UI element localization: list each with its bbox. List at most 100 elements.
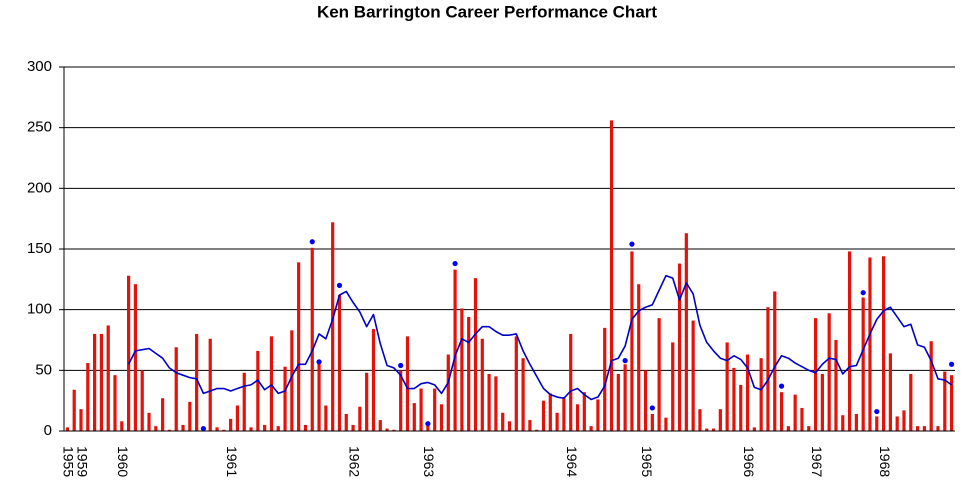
bar — [514, 336, 518, 431]
bar — [147, 412, 151, 431]
bar — [779, 392, 784, 431]
bar — [807, 426, 811, 431]
bar — [215, 427, 219, 431]
chart-title: Ken Barrington Career Performance Chart — [317, 2, 657, 21]
point — [316, 359, 322, 365]
bar — [229, 418, 233, 431]
bar — [847, 251, 852, 431]
point — [622, 358, 628, 364]
bar — [480, 338, 484, 431]
bar — [902, 410, 906, 431]
point — [860, 290, 866, 296]
bar — [569, 333, 573, 431]
grid — [59, 66, 955, 432]
bar — [242, 372, 246, 431]
x-tick-label: 1967 — [809, 446, 825, 477]
bar — [127, 275, 131, 431]
bar — [467, 316, 471, 431]
bar — [875, 416, 879, 431]
bar — [888, 353, 892, 431]
bar — [439, 404, 444, 431]
bar — [881, 256, 886, 431]
plot — [65, 120, 955, 432]
bar — [297, 262, 301, 431]
bar — [154, 426, 158, 431]
bar — [623, 364, 627, 431]
x-tick-label: 1955 — [61, 446, 77, 477]
bar — [528, 420, 532, 431]
bar — [487, 373, 491, 431]
bar — [949, 375, 954, 431]
y-tick-label: 100 — [27, 301, 52, 318]
bar — [535, 429, 539, 431]
y-tick-label: 0 — [44, 422, 52, 439]
bar — [195, 333, 199, 431]
bar — [909, 373, 913, 431]
bar — [79, 409, 83, 431]
bar — [167, 429, 172, 431]
bar — [766, 307, 770, 431]
y-tick-label: 300 — [27, 58, 52, 75]
bar — [854, 414, 858, 431]
bar — [181, 424, 185, 431]
bar — [303, 424, 308, 431]
bar — [820, 373, 824, 431]
bar — [235, 405, 240, 431]
bar — [106, 325, 110, 431]
bar — [541, 400, 546, 431]
bar — [133, 284, 138, 431]
bar — [174, 347, 178, 431]
moving-average-line — [127, 274, 953, 401]
bar — [834, 340, 838, 431]
bar — [752, 427, 756, 431]
bar — [344, 414, 348, 431]
bar — [501, 412, 505, 431]
bar — [249, 427, 253, 431]
bar — [793, 394, 797, 431]
bar — [93, 333, 97, 431]
point — [425, 421, 431, 427]
bar — [664, 417, 668, 431]
bar — [800, 407, 804, 431]
bar — [317, 361, 321, 431]
bar — [895, 416, 899, 431]
bar — [385, 428, 389, 431]
x-tick-label: 1963 — [421, 446, 437, 477]
bar — [208, 338, 212, 431]
bar — [405, 336, 410, 431]
bar — [711, 428, 716, 431]
bar — [562, 397, 566, 431]
bar — [446, 354, 450, 431]
bar — [331, 222, 335, 431]
bar — [555, 412, 559, 431]
bar — [915, 426, 920, 431]
bar — [188, 401, 192, 431]
bar — [827, 313, 831, 431]
x-tick-label: 1968 — [877, 446, 893, 477]
bar — [392, 429, 396, 431]
bar — [453, 269, 457, 431]
bar — [657, 318, 661, 431]
bar — [922, 426, 926, 431]
bar — [120, 421, 124, 431]
bar — [929, 341, 933, 431]
bar — [86, 363, 90, 431]
bar — [521, 358, 525, 431]
bar — [161, 398, 165, 431]
bar — [745, 354, 750, 431]
point — [778, 383, 785, 389]
point — [452, 260, 458, 267]
y-tick-label: 200 — [27, 179, 52, 196]
x-tick-label: 1964 — [564, 446, 580, 477]
bar — [548, 393, 552, 431]
bar — [426, 424, 430, 431]
bar — [630, 251, 634, 431]
bar — [365, 372, 369, 431]
x-tick-label: 1965 — [639, 446, 655, 477]
bar — [739, 384, 743, 431]
bar — [813, 318, 818, 431]
point — [629, 241, 635, 247]
bar — [637, 284, 641, 431]
bar — [718, 409, 722, 431]
